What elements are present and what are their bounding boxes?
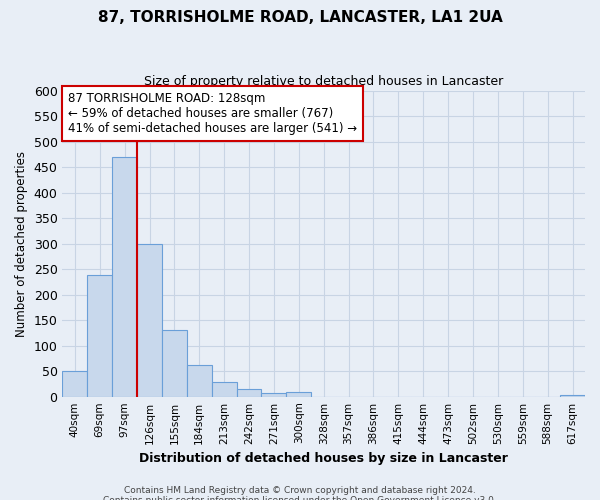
Bar [560,395,585,396]
Bar [162,330,187,396]
Bar [62,371,88,396]
Y-axis label: Number of detached properties: Number of detached properties [15,150,28,336]
Text: Contains public sector information licensed under the Open Government Licence v3: Contains public sector information licen… [103,496,497,500]
Bar [286,392,311,396]
Bar [262,392,286,396]
Text: Contains HM Land Registry data © Crown copyright and database right 2024.: Contains HM Land Registry data © Crown c… [124,486,476,495]
Bar [112,157,137,396]
Title: Size of property relative to detached houses in Lancaster: Size of property relative to detached ho… [144,75,503,88]
Bar [88,276,112,396]
Bar [137,244,162,396]
Bar [212,382,236,396]
Text: 87 TORRISHOLME ROAD: 128sqm
← 59% of detached houses are smaller (767)
41% of se: 87 TORRISHOLME ROAD: 128sqm ← 59% of det… [68,92,357,135]
Bar [236,389,262,396]
Text: 87, TORRISHOLME ROAD, LANCASTER, LA1 2UA: 87, TORRISHOLME ROAD, LANCASTER, LA1 2UA [98,10,502,25]
Bar [187,365,212,396]
X-axis label: Distribution of detached houses by size in Lancaster: Distribution of detached houses by size … [139,452,508,465]
